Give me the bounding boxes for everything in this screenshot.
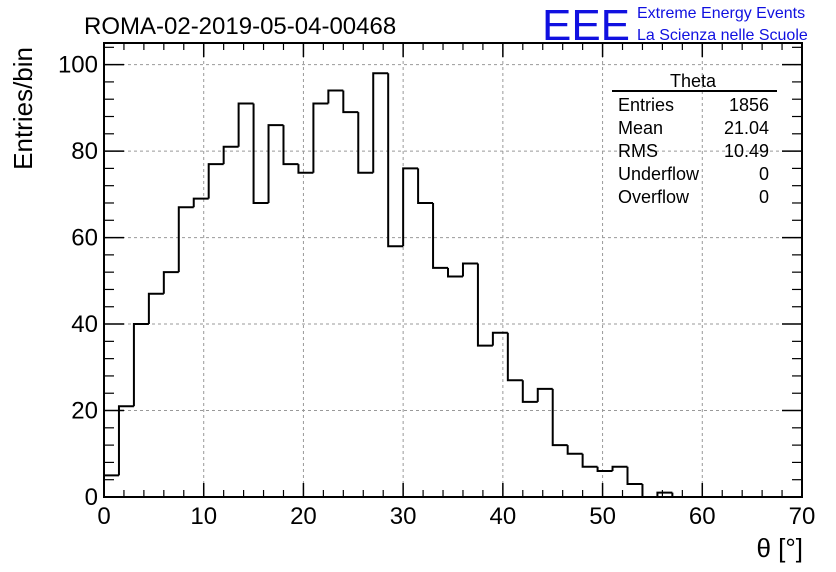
x-tick-label: 30 (390, 503, 417, 530)
stats-box: Theta Entries 1856 Mean 21.04 RMS 10.49 Underf… (612, 71, 777, 207)
stats-row-label: Overflow (618, 187, 690, 207)
histogram-bin (641, 484, 658, 498)
histogram-bin (252, 103, 269, 204)
stats-row-label: Entries (618, 95, 674, 115)
histogram-bin (327, 89, 344, 104)
histogram-bin (611, 465, 628, 472)
histogram-series (103, 72, 688, 498)
histogram-bin (476, 263, 493, 347)
histogram-bin (357, 112, 374, 174)
grid-lines (104, 43, 802, 497)
x-tick-label: 10 (190, 503, 217, 530)
histogram-bin (103, 474, 119, 497)
y-tick-label: 0 (85, 484, 98, 511)
stats-box-title: Theta (670, 71, 717, 91)
histogram-bin (417, 168, 434, 204)
histogram-bin (447, 267, 463, 278)
stats-row-value: 1856 (729, 95, 769, 115)
eee-logo-mark: EEE (542, 1, 630, 50)
histogram-bin (596, 466, 613, 473)
histogram-bin (342, 90, 359, 114)
histogram-bin (192, 197, 209, 208)
histogram-bin (177, 206, 194, 273)
histogram-bin (432, 202, 449, 269)
x-tick-label: 60 (689, 503, 716, 530)
stats-row-label: Underflow (618, 164, 700, 184)
histogram-bin (656, 491, 673, 497)
eee-logo: EEE Extreme Energy Events La Scienza nel… (542, 1, 808, 50)
stats-row-value: 10.49 (724, 141, 769, 161)
histogram-bin (536, 387, 553, 402)
histogram-bin (147, 292, 164, 325)
x-axis-label: θ [°] (756, 533, 803, 563)
x-tick-label: 20 (290, 503, 317, 530)
histogram-bin (207, 163, 224, 199)
chart-title: ROMA-02-2019-05-04-00468 (84, 13, 396, 40)
y-tick-label: 40 (71, 311, 98, 338)
histogram-bin (387, 73, 404, 248)
histogram-bin (162, 271, 179, 294)
plot-frame (103, 42, 803, 498)
x-tick-label: 0 (97, 503, 110, 530)
eee-logo-line1: Extreme Energy Events (637, 5, 805, 22)
x-tick-label: 70 (789, 503, 816, 530)
histogram-bin (551, 388, 568, 447)
histogram-bin (267, 124, 284, 203)
histogram-bin (117, 405, 134, 476)
histogram-bin (297, 164, 314, 174)
histogram-bin (461, 262, 478, 277)
y-tick-label: 100 (58, 52, 98, 79)
x-tick-label: 50 (589, 503, 616, 530)
y-axis-label: Entries/bin (8, 47, 38, 170)
histogram-bin (491, 331, 508, 346)
histogram-bin (566, 445, 583, 455)
y-tick-label: 80 (71, 138, 98, 165)
histogram-bin (506, 332, 523, 382)
histogram-bin (312, 102, 329, 173)
histogram-bin (626, 466, 643, 486)
histogram-bin (132, 323, 149, 407)
y-tick-label: 20 (71, 398, 98, 425)
histogram-bin (222, 145, 239, 165)
y-tick-label: 60 (71, 225, 98, 252)
stats-row-label: Mean (618, 118, 663, 138)
histogram-bin (372, 72, 389, 173)
stats-row-value: 0 (759, 187, 769, 207)
eee-logo-line2: La Scienza nelle Scuole (637, 27, 808, 44)
histogram-bin (581, 453, 598, 468)
histogram-bin (237, 102, 254, 147)
histogram-bin (402, 167, 419, 247)
stats-row-label: RMS (618, 141, 658, 161)
histogram-bin (282, 125, 299, 166)
axis-ticks: 0 10 20 30 40 50 60 70 0 20 40 60 80 100 (58, 43, 815, 530)
x-tick-label: 40 (490, 503, 517, 530)
stats-row-value: 21.04 (724, 118, 769, 138)
stats-row-value: 0 (759, 164, 769, 184)
histogram-bin (521, 380, 538, 403)
